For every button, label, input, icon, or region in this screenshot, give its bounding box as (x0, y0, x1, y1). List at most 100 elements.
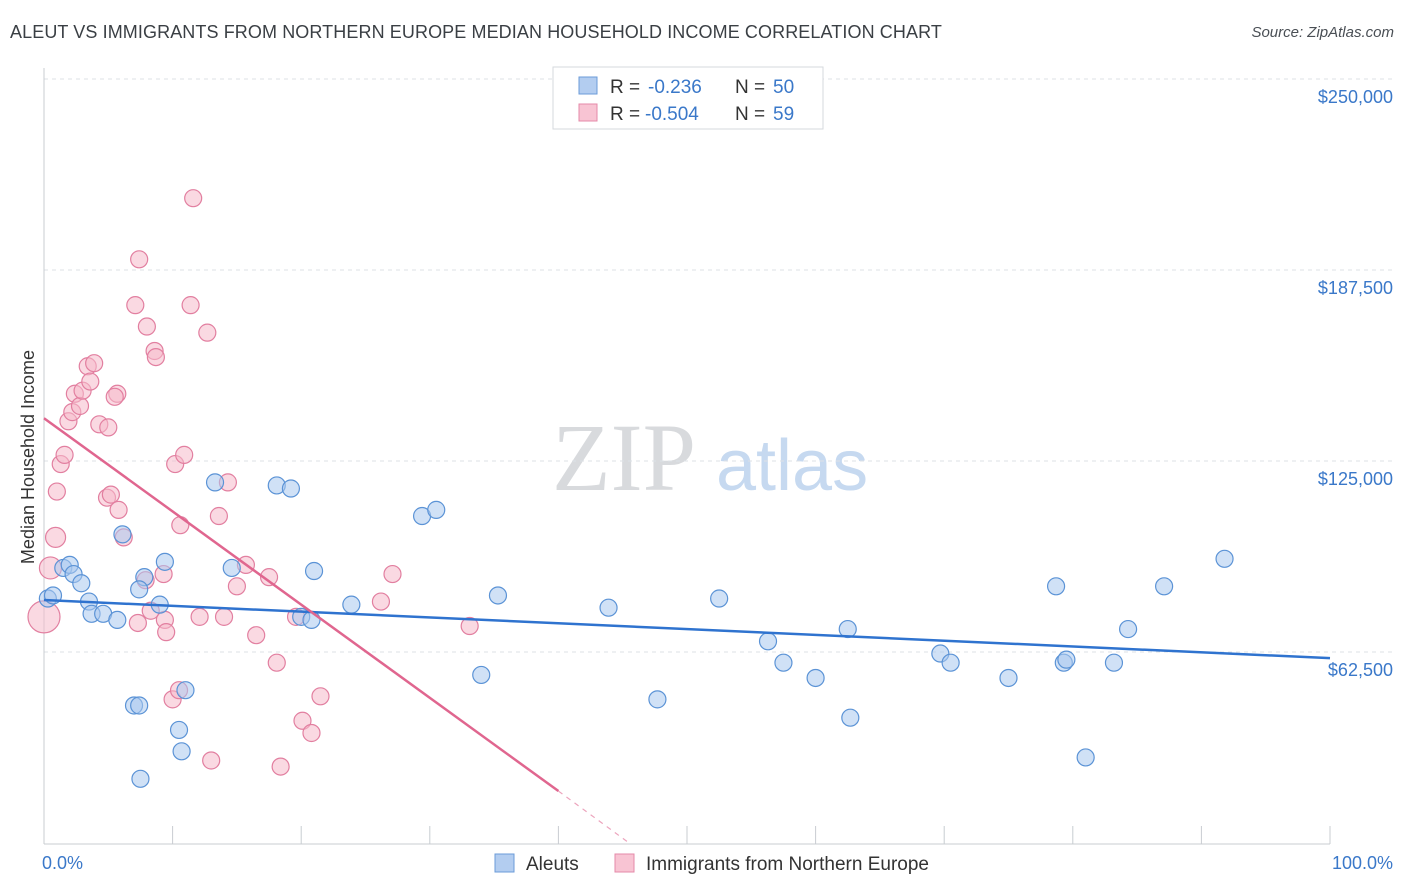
immigrants-point (126, 296, 145, 315)
immigrants-point (85, 354, 104, 373)
immigrants-point (157, 623, 176, 642)
aleut-point (710, 589, 729, 608)
immigrants-point (209, 506, 228, 526)
immigrants-point (146, 347, 165, 367)
immigrants-point (55, 445, 74, 464)
aleut-point (648, 690, 667, 709)
aleut-point (1046, 577, 1066, 596)
aleut-point (758, 632, 778, 651)
immigrants-point (130, 250, 149, 269)
aleut-trend-line (43, 598, 1331, 660)
source-label: Source: ZipAtlas.com (1251, 24, 1394, 41)
immigrants-point (271, 757, 290, 776)
aleut-point (302, 610, 321, 630)
immigrants-point (293, 711, 312, 730)
x-tick-label-end: 100.0% (1332, 853, 1393, 873)
immigrants-point (302, 723, 321, 743)
top-legend: R = -0.236 N = 50 R = -0.504 N = 59 (552, 66, 824, 130)
bottom-legend: Aleuts Immigrants from Northern Europe (494, 853, 929, 875)
aleut-point (130, 696, 149, 715)
immigrants-point (137, 317, 156, 336)
aleut-point (108, 610, 127, 630)
immigrants-point (109, 500, 128, 519)
immigrants-point (371, 592, 391, 611)
immigrants-point (101, 485, 120, 504)
aleut-point (113, 525, 132, 544)
aleut-point (472, 665, 491, 685)
immigrants-point (99, 418, 118, 437)
y-axis-label: Median Household Income (18, 350, 38, 564)
aleut-point (155, 552, 174, 571)
y-tick-label: $187,500 (1318, 278, 1393, 298)
legend-n-value: 59 (773, 104, 794, 125)
legend-r-value: -0.236 (648, 77, 702, 98)
immigrants-point (184, 189, 203, 208)
aleut-point (1155, 577, 1174, 596)
bottom-legend-immigrants: Immigrants from Northern Europe (646, 854, 929, 875)
immigrants-point (259, 568, 279, 587)
aleut-point (222, 558, 241, 578)
legend-swatch-immigrants (578, 103, 598, 122)
legend-n-label: N = (735, 77, 765, 98)
immigrants-point (383, 564, 402, 584)
aleut-point (281, 479, 301, 498)
chart-title: ALEUT VS IMMIGRANTS FROM NORTHERN EUROPE… (10, 22, 942, 42)
aleut-point (1057, 650, 1076, 669)
aleut-point (488, 586, 508, 605)
aleut-point (806, 668, 825, 688)
aleut-point (342, 595, 361, 614)
legend-swatch-aleut (578, 76, 598, 95)
aleut-point (131, 769, 150, 788)
aleut-points (38, 473, 1234, 788)
axes (43, 68, 1331, 845)
immigrants-point (181, 296, 200, 315)
legend-n-value: 50 (773, 77, 794, 98)
legend-r-label: R = (610, 104, 640, 125)
bottom-legend-swatch-immigrants (614, 853, 635, 873)
watermark-atlas: atlas (716, 426, 868, 506)
immigrants-point (44, 526, 67, 549)
aleut-point (1118, 619, 1138, 639)
bottom-legend-swatch-aleut (494, 853, 515, 873)
bottom-legend-aleut: Aleuts (526, 854, 579, 875)
legend-n-label: N = (735, 104, 765, 125)
immigrants-point (190, 607, 209, 626)
immigrants-point (202, 751, 221, 770)
aleut-point (427, 500, 446, 519)
immigrants-point (81, 372, 100, 391)
immigrants-point (70, 396, 90, 416)
immigrants-point (105, 387, 124, 406)
immigrants-point (128, 613, 147, 633)
aleut-point (130, 580, 149, 599)
y-tick-label: $62,500 (1328, 660, 1393, 680)
aleut-point (176, 681, 195, 700)
immigrants-trend-extension (558, 790, 630, 844)
aleut-point (774, 653, 793, 672)
immigrants-point (171, 516, 190, 535)
immigrants-point (198, 323, 217, 342)
immigrants-point (47, 482, 66, 501)
immigrants-point (175, 445, 194, 464)
aleut-point (999, 668, 1018, 688)
aleut-point (1104, 653, 1124, 672)
legend-r-value: -0.504 (645, 104, 699, 125)
aleut-point (72, 574, 91, 593)
aleut-point (169, 720, 189, 740)
immigrants-point (227, 577, 246, 596)
trend-lines (43, 417, 1331, 844)
y-tick-label: $250,000 (1318, 87, 1393, 107)
immigrants-point (267, 653, 286, 672)
aleut-point (1215, 549, 1234, 568)
immigrants-point (247, 626, 266, 645)
immigrants-point (214, 607, 234, 626)
aleut-point (172, 742, 191, 761)
aleut-point (304, 561, 324, 581)
legend-r-label: R = (610, 77, 640, 98)
aleut-point (599, 598, 618, 617)
watermark-zip: ZIP (552, 404, 696, 511)
immigrants-trend-line (43, 417, 560, 793)
aleut-point (841, 708, 860, 727)
immigrants-point (311, 687, 330, 706)
aleut-point (1076, 748, 1095, 767)
